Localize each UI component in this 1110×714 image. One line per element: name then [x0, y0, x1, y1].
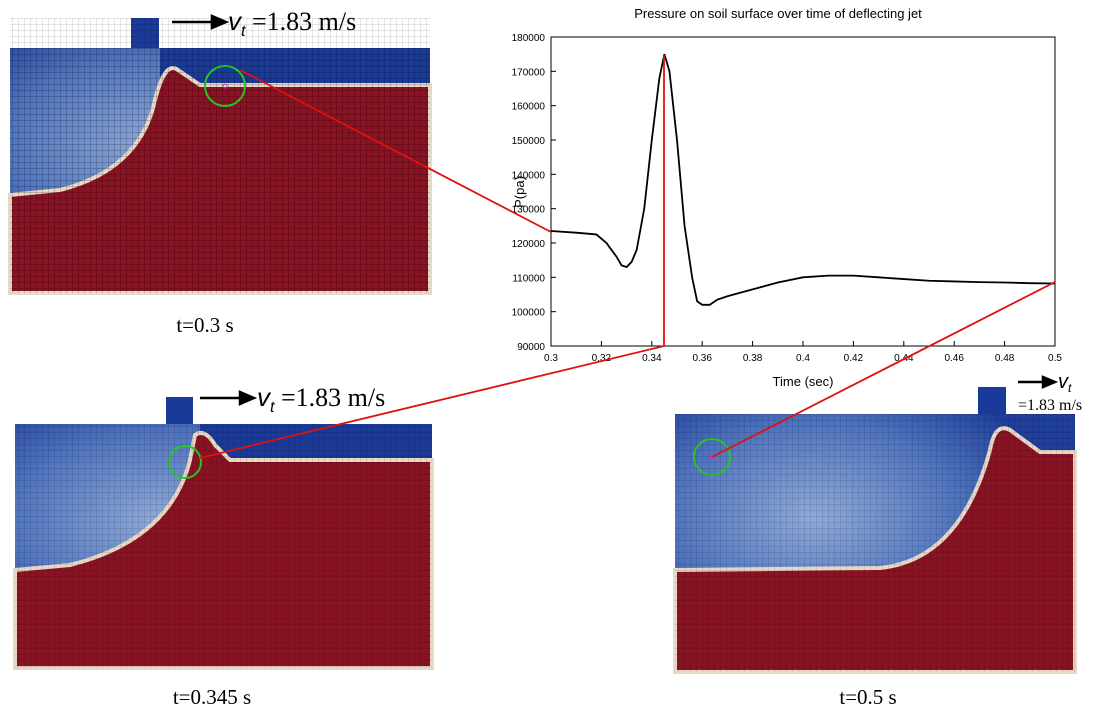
x-tick-label: 0.38 [743, 353, 763, 364]
connector-lines [199, 55, 1056, 459]
velocity-symbol: v [1058, 371, 1069, 393]
y-tick-label: 160000 [512, 102, 546, 113]
y-tick-label: 180000 [512, 33, 546, 44]
velocity-subscript: t [241, 23, 246, 40]
panel-caption: t=0.345 s [173, 685, 251, 709]
x-tick-label: 0.32 [592, 353, 612, 364]
plot-frame [550, 36, 1056, 347]
velocity-label: vt =1.83 m/s [228, 6, 356, 40]
data-line [550, 53, 1056, 306]
x-tick-label: 0.3 [544, 353, 558, 364]
mesh-overlay [10, 48, 1075, 672]
velocity-subscript: t [270, 399, 275, 416]
panel-caption: t=0.3 s [176, 313, 233, 337]
velocity-value: =1.83 m/s [274, 383, 385, 412]
x-tick-label: 0.5 [1048, 353, 1062, 364]
velocity-value: =1.83 m/s [1018, 397, 1082, 414]
y-axis-label: P(pa) [512, 176, 527, 208]
chart: Pressure on soil surface over time of de… [512, 6, 1063, 389]
velocity-label: vt =1.83 m/s [257, 382, 385, 416]
y-tick-label: 120000 [512, 239, 546, 250]
x-tick-label: 0.46 [944, 353, 964, 364]
velocity-label: vt [1058, 371, 1072, 395]
velocity-symbol: v [257, 382, 272, 412]
chart-title: Pressure on soil surface over time of de… [634, 6, 922, 21]
y-tick-label: 110000 [512, 273, 545, 284]
panel-caption: t=0.5 s [839, 685, 896, 709]
x-tick-label: 0.4 [796, 353, 810, 364]
x-tick-label: 0.34 [642, 353, 662, 364]
velocity-symbol: v [228, 6, 243, 36]
x-tick-label: 0.42 [844, 353, 864, 364]
y-tick-label: 100000 [512, 308, 546, 319]
x-tick-label: 0.36 [692, 353, 712, 364]
y-tick-label: 130000 [512, 205, 546, 216]
y-tick-label: 140000 [512, 170, 546, 181]
x-axis-label: Time (sec) [773, 374, 834, 389]
y-tick-label: 150000 [512, 136, 546, 147]
velocity-value: =1.83 m/s [245, 7, 356, 36]
x-tick-label: 0.48 [995, 353, 1015, 364]
y-tick-label: 90000 [517, 342, 545, 353]
y-tick-label: 170000 [512, 67, 546, 78]
velocity-arrows [172, 14, 1059, 406]
velocity-subscript: t [1068, 381, 1072, 395]
